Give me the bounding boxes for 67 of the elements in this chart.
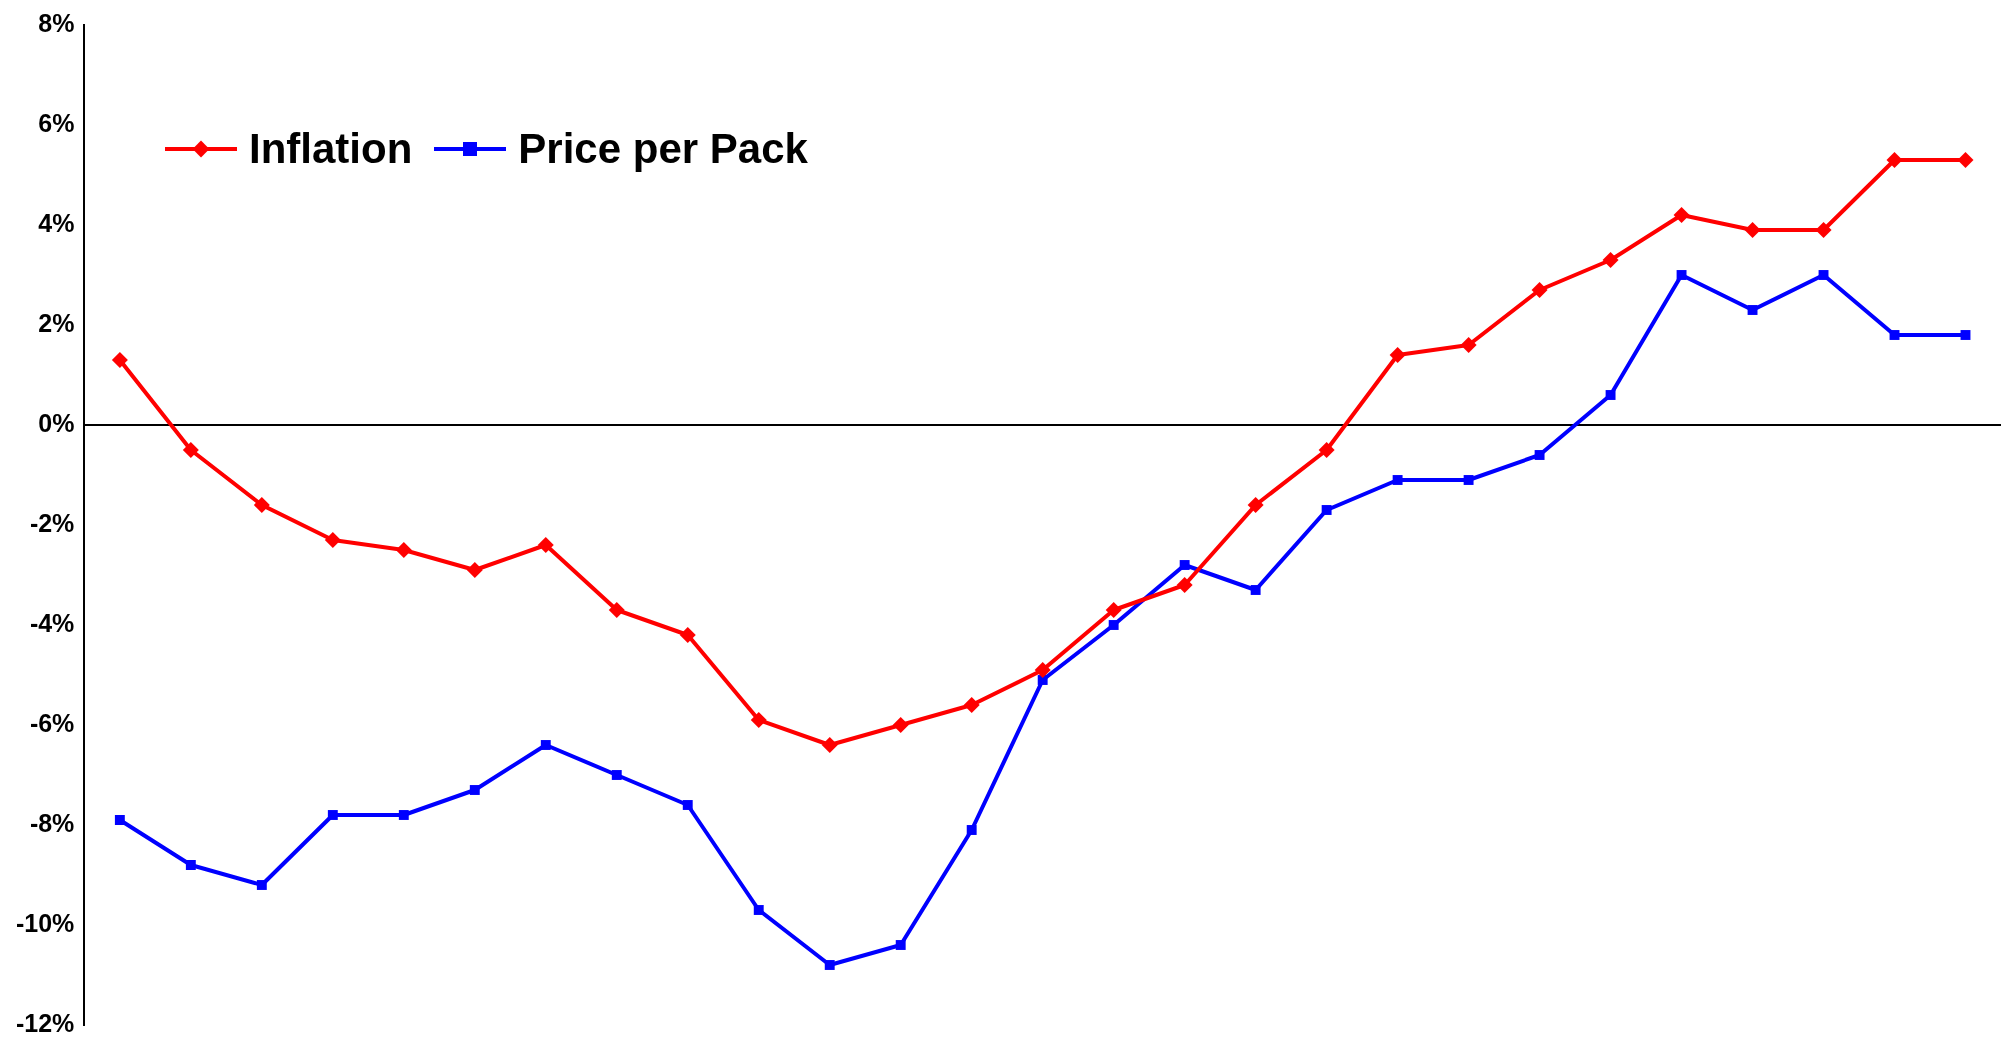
point: [256, 880, 267, 890]
point: [1673, 207, 1690, 223]
point: [1815, 222, 1832, 238]
point: [821, 737, 838, 753]
point: [1960, 330, 1971, 340]
point: [1747, 305, 1758, 315]
point: [753, 905, 764, 915]
legend-label: Inflation: [249, 125, 413, 173]
point: [1250, 585, 1261, 595]
point: [1247, 497, 1264, 513]
point: [895, 940, 906, 950]
point: [182, 442, 199, 458]
point: [1744, 222, 1761, 238]
y-tick-label: -10%: [15, 908, 75, 937]
point: [398, 810, 409, 820]
point: [1108, 620, 1119, 630]
point: [540, 740, 551, 750]
y-tick-label: 2%: [38, 308, 75, 337]
point: [1179, 560, 1190, 570]
point: [1389, 347, 1406, 363]
point: [253, 497, 270, 513]
legend-label: Price per Pack: [518, 125, 808, 173]
point: [1886, 152, 1903, 168]
point: [966, 825, 977, 835]
point: [469, 785, 480, 795]
point: [963, 697, 980, 713]
point: [1105, 602, 1122, 618]
point: [750, 712, 767, 728]
point: [111, 352, 128, 368]
point: [1957, 152, 1974, 168]
point: [466, 562, 483, 578]
point: [1676, 270, 1687, 280]
point: [395, 542, 412, 558]
point: [1176, 577, 1193, 593]
point: [1463, 475, 1474, 485]
point: [1318, 442, 1335, 458]
point: [892, 717, 909, 733]
point: [1602, 252, 1619, 268]
y-tick-label: -8%: [29, 808, 75, 837]
point: [1037, 675, 1048, 685]
point: [185, 860, 196, 870]
point: [1531, 282, 1548, 298]
point: [327, 810, 338, 820]
point: [1321, 505, 1332, 515]
y-tick-label: -2%: [29, 508, 75, 537]
y-tick-label: -12%: [15, 1008, 75, 1037]
point: [1534, 450, 1545, 460]
point: [1605, 390, 1616, 400]
point: [1818, 270, 1829, 280]
point: [611, 770, 622, 780]
point: [682, 800, 693, 810]
point: [679, 627, 696, 643]
point: [1392, 475, 1403, 485]
point: [608, 602, 625, 618]
point: [324, 532, 341, 548]
y-tick-label: 4%: [38, 208, 75, 237]
y-tick-label: 8%: [38, 8, 75, 37]
point: [824, 960, 835, 970]
y-tick-label: 0%: [38, 408, 75, 437]
point: [1460, 337, 1477, 353]
y-tick-label: 6%: [38, 108, 75, 137]
point: [537, 537, 554, 553]
point: [114, 815, 125, 825]
y-tick-label: -6%: [29, 708, 75, 737]
point: [1889, 330, 1900, 340]
y-tick-label: -4%: [29, 608, 75, 637]
point: [1034, 662, 1051, 678]
